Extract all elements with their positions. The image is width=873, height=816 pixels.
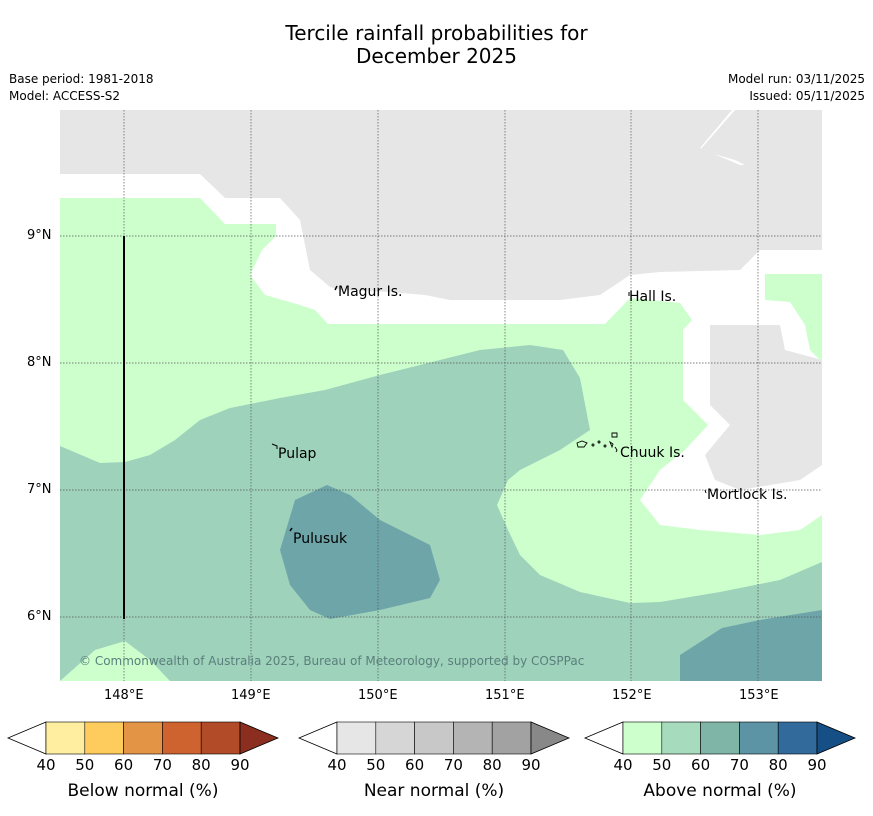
colorbar-high-extension xyxy=(530,721,571,755)
colorbar-tick-label: 90 xyxy=(230,756,250,774)
lat-tick-9n: 9°N xyxy=(27,228,52,243)
colorbar-tick-label: 40 xyxy=(613,756,633,774)
meta-left: Base period: 1981-2018 Model: ACCESS-S2 xyxy=(9,71,154,105)
colorbar-high-extension xyxy=(239,721,280,755)
chart-title: Tercile rainfall probabilities for Decem… xyxy=(0,22,873,68)
meta-right: Model run: 03/11/2025 Issued: 05/11/2025 xyxy=(728,71,865,105)
colorbar-tick-label: 40 xyxy=(327,756,347,774)
lon-tick-151e: 151°E xyxy=(485,688,525,703)
colorbar-segment xyxy=(375,721,415,755)
colorbar-tick-label: 50 xyxy=(652,756,672,774)
base-period-text: Base period: 1981-2018 xyxy=(9,72,154,86)
colorbar-tick-label: 80 xyxy=(482,756,502,774)
lon-tick-153e: 153°E xyxy=(739,688,779,703)
map-area: © Commonwealth of Australia 2025, Bureau… xyxy=(60,110,822,681)
colorbar-segment xyxy=(336,721,377,755)
colorbar-segment xyxy=(622,721,663,755)
lon-tick-149e: 149°E xyxy=(231,688,271,703)
above-50-60-region xyxy=(60,345,822,681)
land-mask-east xyxy=(705,325,822,490)
chuuk-islands-shapes xyxy=(576,432,618,453)
colorbar-high-extension xyxy=(816,721,857,755)
title-line-1: Tercile rainfall probabilities for xyxy=(285,21,588,45)
colorbar-title: Above normal (%) xyxy=(643,781,797,801)
island-label-pulap: Pulap xyxy=(278,446,317,462)
colorbar-segment xyxy=(162,721,202,755)
colorbar-tick-label: 90 xyxy=(807,756,827,774)
island-label-magur: Magur Is. xyxy=(338,284,403,300)
lat-tick-6n: 6°N xyxy=(27,609,52,624)
colorbar-segment xyxy=(777,721,818,755)
colorbar-tick-label: 70 xyxy=(152,756,172,774)
colorbar-tick-label: 80 xyxy=(768,756,788,774)
colorbar-tick-label: 60 xyxy=(691,756,711,774)
lon-tick-150e: 150°E xyxy=(358,688,398,703)
colorbar-low-extension xyxy=(6,721,47,755)
island-label-chuuk: Chuuk Is. xyxy=(620,445,685,461)
colorbar-title: Below normal (%) xyxy=(67,781,219,801)
colorbar-segment xyxy=(200,721,241,755)
lat-tick-8n: 8°N xyxy=(27,355,52,370)
colorbar-segment xyxy=(453,721,493,755)
colorbar-segment xyxy=(414,721,454,755)
copyright-text: © Commonwealth of Australia 2025, Bureau… xyxy=(79,654,584,668)
land-mask-central xyxy=(60,110,822,300)
colorbar-tick-label: 70 xyxy=(443,756,463,774)
colorbar-title: Near normal (%) xyxy=(363,781,505,801)
model-text: Model: ACCESS-S2 xyxy=(9,89,121,103)
above-60-70-pulusuk xyxy=(280,485,440,619)
colorbar-tick-label: 40 xyxy=(36,756,56,774)
land-mask-north xyxy=(60,110,822,168)
colorbar-low-extension xyxy=(297,721,338,755)
lon-tick-148e: 148°E xyxy=(104,688,144,703)
colorbar-segment xyxy=(661,721,701,755)
title-line-2: December 2025 xyxy=(356,44,517,68)
colorbar-segment xyxy=(700,721,740,755)
colorbar-segment xyxy=(491,721,532,755)
colorbar-tick-label: 60 xyxy=(405,756,425,774)
issued-text: Issued: 05/11/2025 xyxy=(749,89,865,103)
colorbar-tick-label: 50 xyxy=(75,756,95,774)
model-run-text: Model run: 03/11/2025 xyxy=(727,72,865,86)
colorbar-tick-label: 50 xyxy=(366,756,386,774)
colorbar-tick-label: 70 xyxy=(729,756,749,774)
colorbar-tick-label: 90 xyxy=(521,756,541,774)
colorbar-segment xyxy=(84,721,124,755)
lat-tick-7n: 7°N xyxy=(27,482,52,497)
colorbar-tick-label: 60 xyxy=(114,756,134,774)
pulap-marker xyxy=(271,443,278,449)
island-label-pulusuk: Pulusuk xyxy=(293,531,348,547)
colorbar-tick-label: 80 xyxy=(191,756,211,774)
magur-marker xyxy=(334,285,338,291)
mortlock-marker xyxy=(704,489,707,494)
colorbar-segment xyxy=(45,721,86,755)
pulusuk-marker xyxy=(289,527,293,532)
colorbar-low-extension xyxy=(583,721,624,755)
above-40-50-east xyxy=(765,274,822,362)
island-label-hall: Hall Is. xyxy=(629,289,677,305)
lon-tick-152e: 152°E xyxy=(612,688,652,703)
island-label-mortlock: Mortlock Is. xyxy=(707,487,788,503)
colorbar-segment xyxy=(739,721,779,755)
colorbars xyxy=(6,721,857,755)
above-60-70-southeast xyxy=(680,610,822,681)
colorbar-segment xyxy=(123,721,163,755)
